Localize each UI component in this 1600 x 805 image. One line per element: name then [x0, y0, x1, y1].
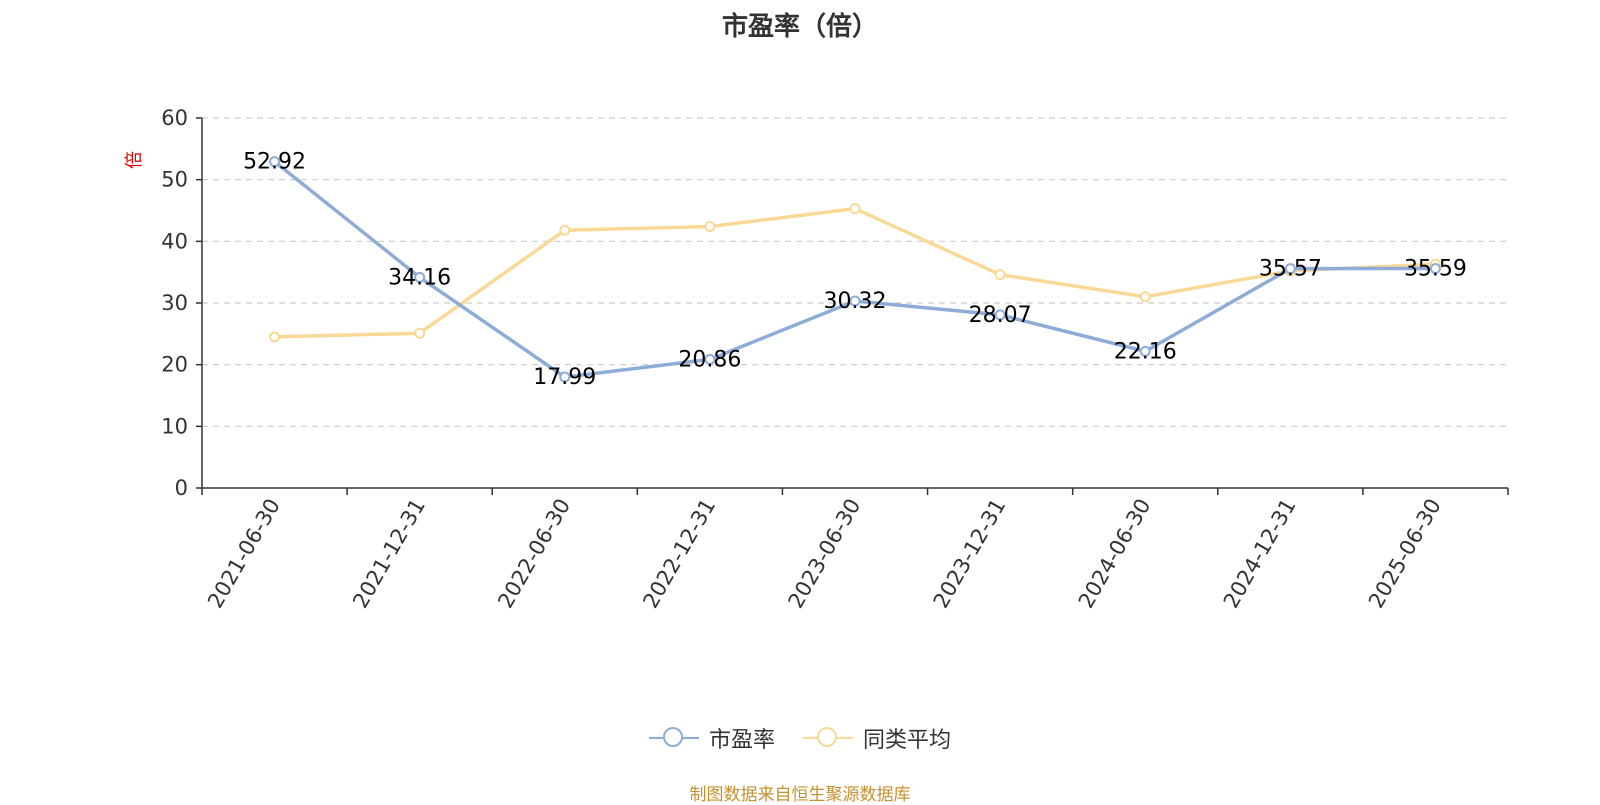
series — [269, 156, 1441, 383]
x-tick-label: 2022-06-30 — [493, 495, 575, 613]
data-point — [849, 295, 861, 307]
data-label: 22.16 — [1114, 339, 1177, 364]
data-point — [1139, 345, 1151, 357]
y-tick-label: 20 — [161, 353, 188, 377]
data-point — [1429, 263, 1441, 275]
x-tick-label: 2023-12-31 — [929, 495, 1011, 613]
data-point — [704, 353, 716, 365]
y-tick-label: 50 — [161, 168, 188, 192]
data-point — [414, 327, 426, 339]
data-label: 30.32 — [824, 289, 887, 314]
data-point — [994, 269, 1006, 281]
y-tick-label: 40 — [161, 229, 188, 253]
data-point — [704, 221, 716, 233]
data-point — [1139, 291, 1151, 303]
chart-title: 市盈率（倍） — [721, 12, 878, 42]
x-tick-label: 2022-12-31 — [638, 495, 720, 613]
source-note: 制图数据来自恒生聚源数据库 — [689, 785, 911, 805]
legend-swatch-pe — [648, 725, 699, 751]
y-axis-unit-label: 倍 — [124, 151, 145, 169]
legend-label-peer-avg: 同类平均 — [863, 728, 952, 753]
data-label: 34.16 — [388, 265, 451, 290]
x-tick-label: 2023-06-30 — [784, 495, 866, 613]
legend-item-peer-avg[interactable]: 同类平均 — [803, 722, 951, 754]
data-point — [269, 331, 281, 343]
data-point — [559, 224, 571, 236]
x-tick-label: 2025-06-30 — [1364, 495, 1446, 613]
data-labels: 52.92 34.16 17.99 20.86 30.32 28.07 22.16 35.57… — [243, 150, 1467, 390]
data-label: 17.99 — [533, 365, 596, 390]
legend-label-pe: 市盈率 — [708, 728, 775, 753]
x-tick-label: 2021-06-30 — [203, 495, 285, 613]
x-tick-label: 2024-06-30 — [1074, 495, 1156, 613]
y-tick-label: 0 — [175, 476, 188, 500]
data-label: 35.59 — [1404, 257, 1467, 282]
data-point — [559, 371, 571, 383]
x-tick-label: 2024-12-31 — [1219, 495, 1301, 613]
axes: 0 10 20 30 40 50 60 2021-06-30 2021-12-31 2022-06… — [161, 106, 1509, 613]
data-label: 28.07 — [969, 303, 1032, 328]
y-tick-label: 10 — [161, 414, 188, 438]
legend: 市盈率 同类平均 — [0, 722, 1600, 754]
data-point — [1284, 263, 1296, 275]
data-point — [994, 309, 1006, 321]
y-tick-label: 30 — [161, 291, 188, 315]
legend-swatch-peer-avg — [803, 725, 853, 751]
legend-item-pe[interactable]: 市盈率 — [648, 722, 775, 754]
y-tick-label: 60 — [161, 106, 188, 130]
data-point — [849, 203, 861, 215]
data-label: 52.92 — [243, 150, 306, 175]
data-point — [414, 271, 426, 283]
x-tick-label: 2021-12-31 — [348, 494, 430, 612]
data-point — [269, 156, 281, 168]
data-label: 35.57 — [1259, 257, 1322, 282]
data-label: 20.86 — [678, 347, 741, 372]
